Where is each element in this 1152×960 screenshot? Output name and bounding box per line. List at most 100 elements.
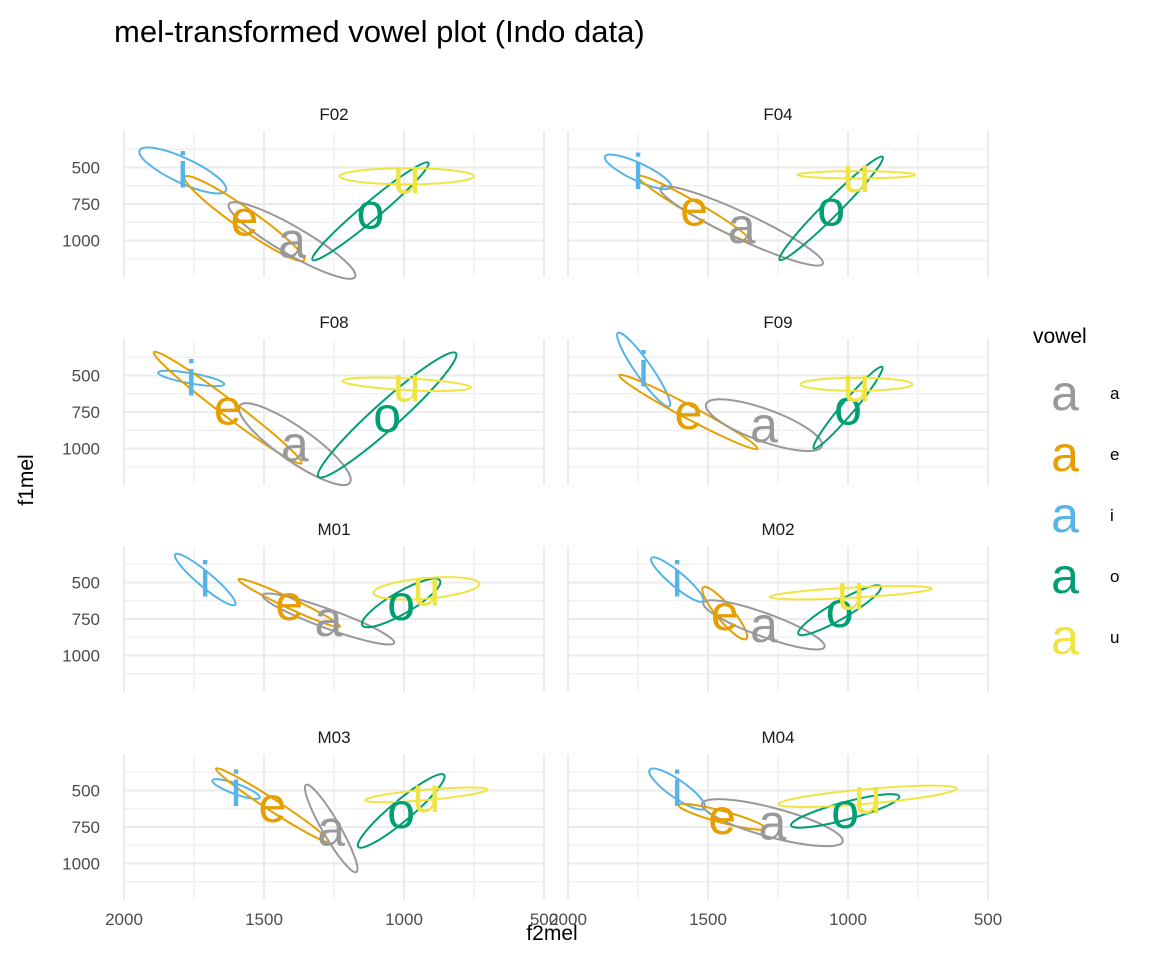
vowel-ellipse-e	[618, 373, 759, 451]
vowel-mean-label-a: a	[281, 416, 309, 472]
vowel-ellipse-o	[316, 351, 458, 479]
panel-f04: F04 ie a ou	[567, 105, 989, 277]
x-tick-label: 500	[530, 910, 558, 929]
vowel-mean-label-o: o	[387, 783, 415, 839]
vowel-ellipse-a	[704, 398, 824, 453]
vowel-ellipse-a	[237, 402, 352, 487]
vowel-ellipse-a	[700, 798, 844, 848]
vowel-ellipse-a	[227, 201, 357, 280]
vowel-mean-label-i: i	[632, 144, 643, 200]
vowel-mean-label-u: u	[842, 356, 870, 412]
legend-key-glyph: a	[1051, 548, 1079, 604]
vowel-ellipse-e	[677, 802, 767, 831]
vowel-ellipse-i	[616, 331, 672, 408]
vowel-mean-label-o: o	[373, 387, 401, 443]
panel-strip-label: F02	[319, 105, 348, 124]
vowel-mean-label-i: i	[186, 350, 197, 406]
vowel-mean-label-u: u	[837, 565, 865, 621]
vowel-mean-label-i: i	[230, 761, 241, 817]
vowel-ellipse-u	[364, 786, 489, 804]
vowel-ellipse-u	[799, 376, 914, 392]
vowel-mean-label-o: o	[834, 380, 862, 436]
panel-strip-label: M02	[761, 520, 794, 539]
vowel-mean-label-i: i	[200, 552, 211, 608]
vowel-ellipse-u	[372, 576, 481, 601]
legend-key-glyph: a	[1051, 365, 1079, 421]
legend-key-glyph: a	[1051, 487, 1079, 543]
vowel-ellipse-o	[790, 793, 901, 829]
vowel-ellipse-a	[303, 783, 359, 874]
vowel-mean-label-u: u	[854, 768, 882, 824]
panel-strip-label: F09	[763, 313, 792, 332]
panel-strip-label: F08	[319, 313, 348, 332]
x-tick-label: 2000	[105, 910, 143, 929]
panel-f09: F09 ie a ou	[567, 313, 989, 485]
x-tick-label: 1500	[689, 910, 727, 929]
y-tick-label: 750	[72, 403, 100, 422]
vowel-mean-label-a: a	[278, 213, 306, 269]
vowel-ellipse-e	[152, 350, 303, 465]
y-tick-label: 1000	[62, 440, 100, 459]
vowel-ellipse-e	[183, 175, 306, 263]
vowel-mean-label-u: u	[412, 767, 440, 823]
panel-m04: M04 2000 1500 1000 500 i e a ou	[549, 728, 1002, 929]
legend: vowel a aa ea ia oa u	[1033, 325, 1120, 665]
vowel-mean-label-e: e	[214, 380, 242, 436]
vowel-mean-label-o: o	[387, 575, 415, 631]
y-tick-label: 500	[72, 782, 100, 801]
x-tick-label: 2000	[549, 910, 587, 929]
panel-strip-label: M03	[317, 728, 350, 747]
chart-title: mel-transformed vowel plot (Indo data)	[114, 14, 645, 49]
y-tick-label: 1000	[62, 855, 100, 874]
vowel-ellipse-i	[173, 552, 237, 607]
vowel-ellipse-u	[796, 170, 917, 180]
vowel-mean-label-e: e	[680, 180, 708, 236]
panel-m03: M03 500 750 1000 2000 1500 1000 500 i e a ou	[62, 728, 558, 929]
vowel-ellipse-a	[659, 185, 824, 267]
vowel-mean-label-u: u	[842, 147, 870, 203]
vowel-mean-label-a: a	[317, 800, 345, 856]
vowel-mean-label-e: e	[711, 585, 739, 641]
vowel-ellipse-a	[702, 599, 826, 651]
y-tick-label: 750	[72, 195, 100, 214]
vowel-mean-label-u: u	[412, 560, 440, 616]
vowel-ellipse-u	[341, 376, 473, 392]
y-tick-label: 1000	[62, 647, 100, 666]
y-tick-label: 500	[72, 367, 100, 386]
vowel-ellipse-a	[261, 592, 396, 646]
vowel-mean-label-u: u	[393, 148, 421, 204]
legend-title: vowel	[1033, 325, 1087, 348]
x-tick-label: 1500	[245, 910, 283, 929]
panel-strip-label: M01	[317, 520, 350, 539]
vowel-ellipse-i	[650, 556, 705, 603]
legend-key-label: a	[1110, 384, 1120, 403]
x-tick-label: 500	[974, 910, 1002, 929]
x-axis-title: f2mel	[526, 922, 577, 945]
legend-key-label: u	[1110, 628, 1119, 647]
x-tick-label: 1000	[385, 910, 423, 929]
vowel-mean-label-o: o	[826, 582, 854, 638]
panel-f02: F02 500 750 1000 ie aou	[62, 105, 545, 280]
y-tick-label: 750	[72, 818, 100, 837]
vowel-mean-label-a: a	[750, 597, 778, 653]
x-tick-label: 1000	[829, 910, 867, 929]
vowel-mean-label-a: a	[728, 198, 756, 254]
y-axis-title: f1mel	[15, 454, 38, 505]
vowel-ellipse-o	[311, 161, 430, 262]
y-tick-label: 500	[72, 574, 100, 593]
vowel-ellipse-o	[361, 577, 442, 629]
y-tick-label: 500	[72, 159, 100, 178]
vowel-mean-label-i: i	[638, 342, 649, 398]
legend-key-label: e	[1110, 445, 1119, 464]
vowel-mean-label-o: o	[831, 783, 859, 839]
y-tick-label: 1000	[62, 232, 100, 251]
vowel-mean-label-u: u	[393, 356, 421, 412]
legend-key-label: o	[1110, 567, 1119, 586]
panel-m01: M01 500 750 1000 i e a ou	[62, 520, 545, 692]
vowel-mean-label-i: i	[672, 552, 683, 608]
legend-key-label: i	[1110, 506, 1114, 525]
vowel-ellipse-u	[768, 585, 933, 601]
vowel-mean-label-o: o	[817, 180, 845, 236]
vowel-ellipse-o	[812, 365, 884, 450]
